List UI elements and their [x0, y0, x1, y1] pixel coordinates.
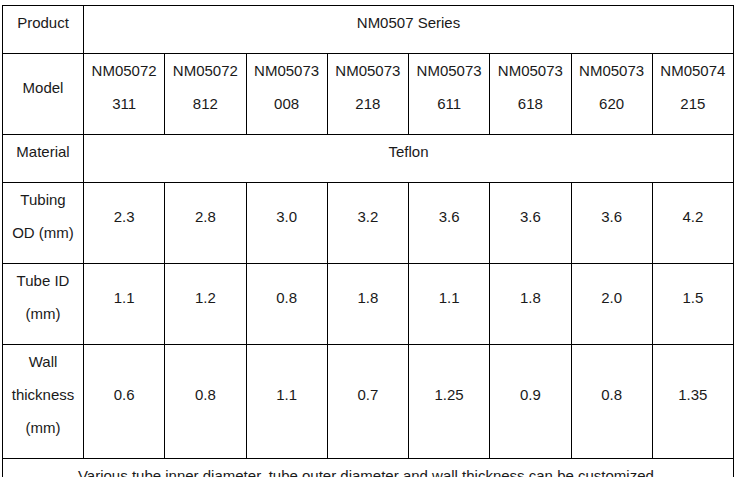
- tube-id-value: 1.8: [490, 264, 571, 345]
- wall-thickness-value: 0.8: [165, 345, 246, 459]
- wall-thickness-label: Wall thickness (mm): [3, 345, 84, 459]
- wall-thickness-value: 0.9: [490, 345, 571, 459]
- model-line2: 008: [249, 87, 325, 120]
- tubing-od-label: Tubing OD (mm): [3, 183, 84, 264]
- tube-id-value: 1.8: [327, 264, 408, 345]
- tubing-od-value: 3.6: [409, 183, 490, 264]
- model-cell: NM05073 008: [246, 54, 327, 135]
- model-cell: NM05073 618: [490, 54, 571, 135]
- model-line1: NM05073: [330, 54, 406, 87]
- wall-thickness-label-line2: thickness: [5, 378, 81, 411]
- tubing-od-value: 3.0: [246, 183, 327, 264]
- tube-id-value: 1.5: [652, 264, 733, 345]
- model-line2: 812: [167, 87, 243, 120]
- table-row-wall-thickness: Wall thickness (mm) 0.6 0.8 1.1 0.7 1.25…: [3, 345, 734, 459]
- model-line1: NM05074: [655, 54, 731, 87]
- tubing-od-value: 3.2: [327, 183, 408, 264]
- tube-id-label-line1: Tube ID: [5, 264, 81, 297]
- tube-id-value: 1.1: [409, 264, 490, 345]
- tube-id-value: 1.1: [84, 264, 165, 345]
- model-line1: NM05073: [411, 54, 487, 87]
- product-label: Product: [3, 6, 84, 54]
- model-line2: 215: [655, 87, 731, 120]
- model-line1: NM05073: [249, 54, 325, 87]
- table-row-tube-id: Tube ID (mm) 1.1 1.2 0.8 1.8 1.1 1.8 2.0…: [3, 264, 734, 345]
- tubing-od-value: 2.8: [165, 183, 246, 264]
- product-series-value: NM0507 Series: [84, 6, 734, 54]
- model-line1: NM05073: [492, 54, 568, 87]
- wall-thickness-value: 1.35: [652, 345, 733, 459]
- tubing-od-label-line2: OD (mm): [5, 216, 81, 249]
- model-line2: 218: [330, 87, 406, 120]
- table-row-product: Product NM0507 Series: [3, 6, 734, 54]
- model-line2: 618: [492, 87, 568, 120]
- model-cell: NM05073 611: [409, 54, 490, 135]
- model-cell: NM05072 812: [165, 54, 246, 135]
- wall-thickness-value: 0.8: [571, 345, 652, 459]
- tube-id-value: 0.8: [246, 264, 327, 345]
- tube-id-value: 2.0: [571, 264, 652, 345]
- tubing-od-value: 4.2: [652, 183, 733, 264]
- wall-thickness-value: 1.1: [246, 345, 327, 459]
- model-cell: NM05073 620: [571, 54, 652, 135]
- model-line2: 311: [86, 87, 162, 120]
- table-row-note: Various tube inner diameter, tube outer …: [3, 459, 734, 477]
- note-cell: Various tube inner diameter, tube outer …: [3, 459, 734, 477]
- model-cell: NM05072 311: [84, 54, 165, 135]
- model-line1: NM05072: [167, 54, 243, 87]
- model-line2: 611: [411, 87, 487, 120]
- tubing-od-value: 3.6: [490, 183, 571, 264]
- wall-thickness-label-line3: (mm): [5, 411, 81, 444]
- model-line1: NM05073: [574, 54, 650, 87]
- model-label: Model: [3, 54, 84, 135]
- wall-thickness-label-line1: Wall: [5, 345, 81, 378]
- wall-thickness-value: 0.7: [327, 345, 408, 459]
- material-label: Material: [3, 135, 84, 183]
- wall-thickness-value: 1.25: [409, 345, 490, 459]
- tube-id-label: Tube ID (mm): [3, 264, 84, 345]
- spec-table: Product NM0507 Series Model NM05072 311 …: [2, 5, 734, 477]
- tubing-od-value: 3.6: [571, 183, 652, 264]
- material-value: Teflon: [84, 135, 734, 183]
- page: Product NM0507 Series Model NM05072 311 …: [0, 5, 736, 477]
- tubing-od-label-line1: Tubing: [5, 183, 81, 216]
- table-row-model: Model NM05072 311 NM05072 812 NM05073 00…: [3, 54, 734, 135]
- model-line2: 620: [574, 87, 650, 120]
- tubing-od-value: 2.3: [84, 183, 165, 264]
- model-line1: NM05072: [86, 54, 162, 87]
- model-cell: NM05074 215: [652, 54, 733, 135]
- tube-id-label-line2: (mm): [5, 297, 81, 330]
- wall-thickness-value: 0.6: [84, 345, 165, 459]
- tube-id-value: 1.2: [165, 264, 246, 345]
- model-cell: NM05073 218: [327, 54, 408, 135]
- table-row-tubing-od: Tubing OD (mm) 2.3 2.8 3.0 3.2 3.6 3.6 3…: [3, 183, 734, 264]
- table-row-material: Material Teflon: [3, 135, 734, 183]
